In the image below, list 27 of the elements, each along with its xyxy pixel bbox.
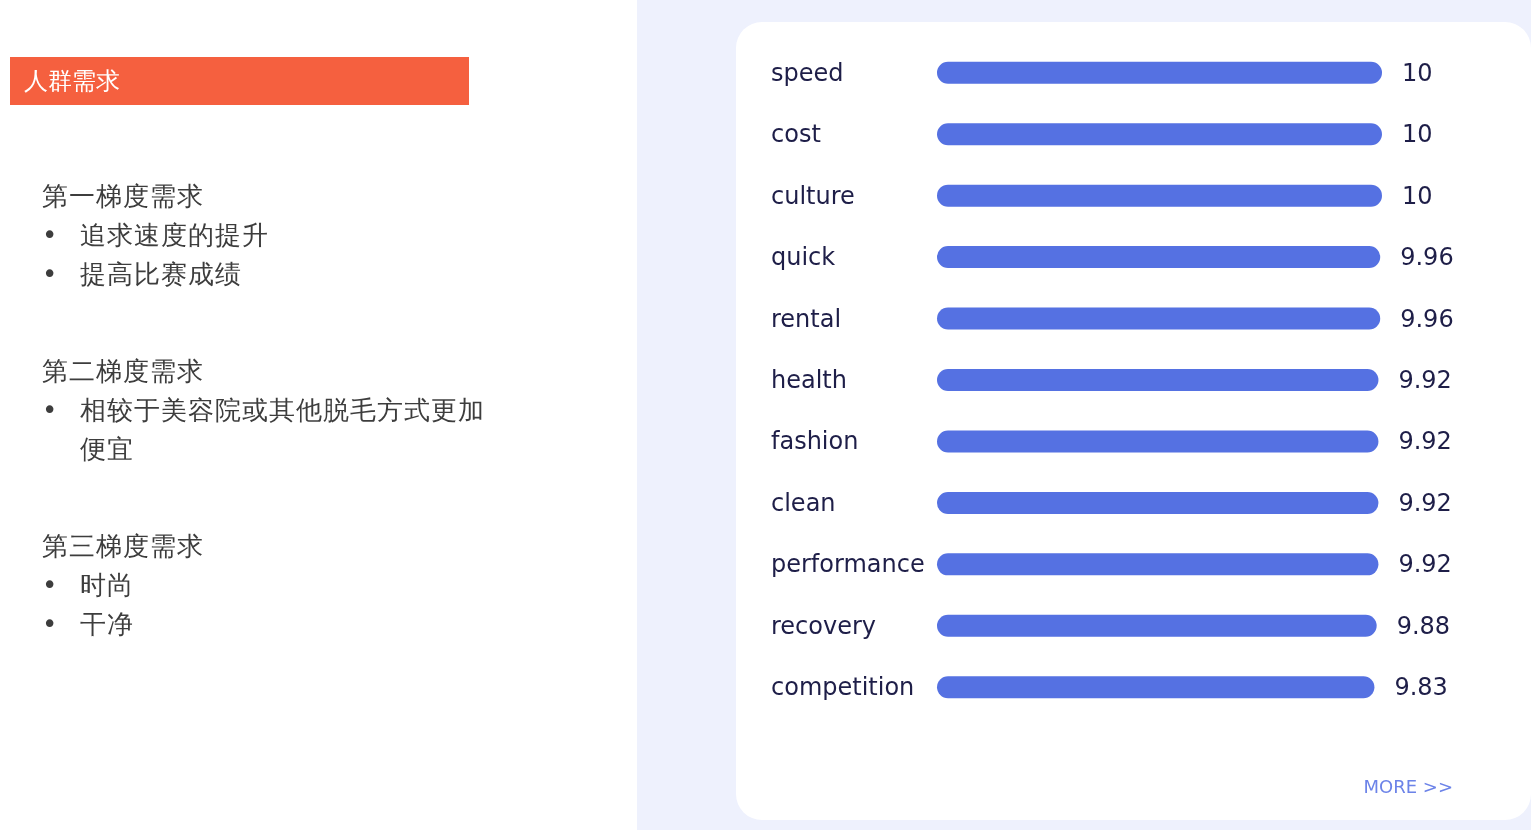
data-label: 9.83	[1394, 673, 1448, 702]
text: MORE >>	[1363, 776, 1453, 798]
data-label: 9.92	[1398, 488, 1452, 517]
data-label: 10	[1402, 181, 1433, 210]
y-tick-label: performance	[771, 550, 925, 579]
y-tick-label: health	[771, 366, 847, 394]
y-tick-label: cost	[771, 120, 821, 149]
text: 第二梯度需求 • 相较于美容院或其他脱毛方式更加便宜	[42, 355, 486, 466]
data-label: 9.96	[1400, 243, 1454, 272]
y-tick-label: speed	[771, 58, 844, 87]
data-label: 9.92	[1398, 427, 1452, 456]
data-label: 10	[1402, 120, 1433, 149]
y-tick-label: competition	[771, 673, 915, 702]
data-label: 9.92	[1398, 550, 1452, 579]
data-label: 9.96	[1400, 304, 1454, 333]
data-label: 9.88	[1396, 611, 1451, 640]
data-label: 10	[1402, 58, 1433, 87]
data-label: 9.92	[1398, 366, 1452, 394]
y-tick-label: clean	[771, 488, 836, 517]
y-tick-label: quick	[771, 243, 836, 272]
text: 第三梯度需求 • 时尚 • 干净	[42, 530, 205, 641]
y-tick-label: recovery	[771, 611, 877, 640]
text: 人群需求	[10, 57, 469, 105]
y-tick-label: fashion	[771, 427, 859, 456]
text: 第一梯度需求 • 追求速度的提升 • 提高比赛成绩	[42, 180, 270, 291]
y-tick-label: rental	[771, 304, 842, 333]
y-tick-label: culture	[771, 181, 855, 210]
